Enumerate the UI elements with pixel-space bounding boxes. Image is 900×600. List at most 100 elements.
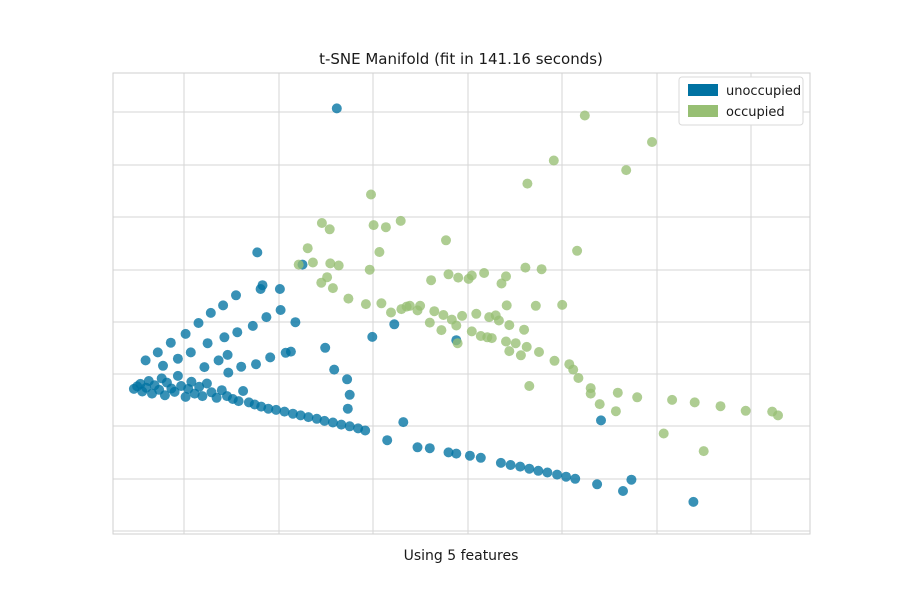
point-occupied-44: [510, 338, 521, 349]
point-unoccupied-25: [211, 392, 222, 403]
point-occupied-58: [501, 300, 512, 311]
point-occupied-22: [463, 273, 474, 284]
point-occupied-77: [610, 406, 621, 417]
point-unoccupied-37: [287, 408, 298, 419]
point-occupied-27: [316, 277, 327, 288]
point-unoccupied-30: [238, 386, 249, 396]
point-occupied-45: [521, 341, 532, 352]
point-occupied-12: [572, 245, 583, 256]
point-occupied-46: [534, 347, 544, 357]
point-occupied-18: [443, 269, 454, 280]
point-unoccupied-77: [185, 347, 196, 358]
point-unoccupied-108: [626, 474, 637, 485]
point-unoccupied-66: [140, 355, 151, 366]
point-occupied-76: [594, 399, 605, 410]
point-unoccupied-11: [159, 390, 170, 401]
plot-area: [112, 72, 811, 535]
point-unoccupied-21: [194, 381, 205, 392]
point-unoccupied-39: [303, 412, 314, 423]
point-unoccupied-98: [274, 284, 285, 294]
point-occupied-21: [426, 275, 437, 286]
point-occupied-10: [324, 224, 335, 235]
point-unoccupied-43: [336, 419, 347, 430]
point-occupied-38: [436, 325, 447, 336]
point-occupied-8: [380, 222, 391, 233]
point-unoccupied-62: [570, 473, 581, 484]
point-unoccupied-84: [223, 367, 234, 378]
point-occupied-72: [515, 350, 526, 361]
point-unoccupied-38: [295, 410, 306, 421]
point-occupied-82: [364, 264, 375, 275]
point-unoccupied-34: [263, 403, 274, 414]
point-occupied-60: [557, 299, 568, 310]
point-occupied-78: [658, 428, 669, 439]
point-unoccupied-91: [265, 352, 276, 363]
point-unoccupied-106: [398, 417, 409, 428]
point-occupied-30: [360, 299, 371, 310]
point-occupied-54: [715, 401, 726, 412]
point-occupied-61: [438, 310, 449, 320]
point-occupied-2: [548, 155, 559, 166]
point-unoccupied-29: [233, 396, 244, 407]
point-unoccupied-42: [327, 417, 338, 428]
point-unoccupied-56: [515, 461, 526, 472]
point-occupied-16: [536, 264, 547, 275]
point-unoccupied-75: [158, 360, 168, 371]
point-occupied-85: [452, 338, 463, 349]
point-occupied-79: [698, 446, 709, 457]
point-unoccupied-79: [219, 332, 230, 343]
point-occupied-70: [401, 301, 412, 312]
point-unoccupied-82: [261, 312, 272, 323]
point-unoccupied-80: [232, 327, 243, 338]
point-unoccupied-90: [251, 359, 261, 370]
point-occupied-55: [740, 405, 751, 416]
point-unoccupied-59: [542, 467, 553, 478]
point-occupied-4: [522, 178, 533, 189]
point-unoccupied-89: [236, 361, 247, 372]
point-occupied-1: [647, 137, 657, 147]
point-unoccupied-23: [201, 378, 212, 389]
point-unoccupied-58: [533, 465, 544, 476]
legend: unoccupied occupied: [678, 76, 804, 126]
point-occupied-84: [490, 310, 501, 321]
x-axis-label: Using 5 features: [404, 548, 519, 564]
point-unoccupied-55: [505, 460, 516, 470]
point-unoccupied-68: [165, 337, 176, 348]
point-unoccupied-96: [255, 284, 266, 294]
point-occupied-75: [585, 388, 596, 399]
chart-title: t-SNE Manifold (fit in 141.16 seconds): [319, 50, 603, 68]
series-unoccupied: [128, 103, 699, 507]
point-occupied-83: [453, 272, 464, 283]
point-occupied-5: [366, 189, 376, 200]
grid: [113, 73, 810, 534]
point-occupied-66: [519, 324, 530, 335]
point-occupied-31: [376, 298, 387, 309]
point-unoccupied-94: [342, 374, 353, 385]
point-occupied-6: [316, 218, 327, 228]
point-unoccupied-48: [412, 442, 423, 453]
point-unoccupied-15: [172, 370, 183, 381]
point-occupied-62: [471, 308, 482, 319]
point-occupied-20: [496, 278, 507, 289]
point-unoccupied-64: [618, 486, 628, 496]
legend-label-occupied: occupied: [726, 105, 785, 120]
series-occupied: [293, 110, 783, 457]
point-occupied-53: [689, 397, 700, 408]
point-unoccupied-47: [382, 435, 393, 446]
point-unoccupied-14: [169, 386, 180, 397]
point-unoccupied-97: [252, 247, 263, 258]
point-unoccupied-35: [271, 404, 282, 415]
point-occupied-57: [773, 410, 783, 421]
point-occupied-11: [441, 235, 451, 246]
point-unoccupied-57: [524, 463, 535, 474]
point-unoccupied-83: [275, 305, 286, 315]
point-occupied-14: [374, 247, 385, 257]
point-unoccupied-102: [389, 319, 400, 330]
point-unoccupied-0: [331, 103, 342, 114]
point-occupied-7: [368, 220, 379, 231]
point-unoccupied-88: [222, 349, 233, 360]
point-unoccupied-93: [329, 364, 340, 375]
point-unoccupied-76: [172, 353, 183, 364]
point-occupied-43: [501, 336, 511, 347]
